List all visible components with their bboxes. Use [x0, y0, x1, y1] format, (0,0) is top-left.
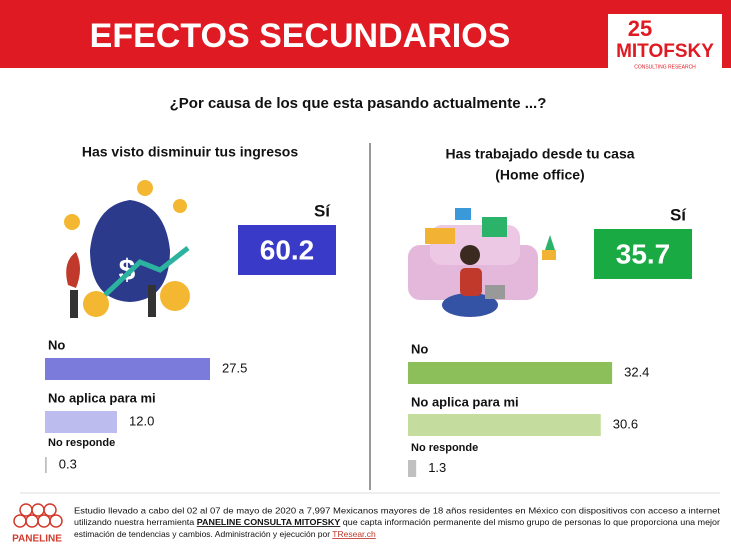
- value-label: 30.6: [613, 416, 638, 431]
- category-label: No responde: [411, 442, 478, 454]
- chart-title: Has trabajado desde tu casa: [445, 146, 634, 162]
- value-label: 0.3: [59, 456, 77, 471]
- question: ¿Por causa de los que esta pasando actua…: [170, 95, 547, 112]
- footer-link[interactable]: TResear.ch: [332, 529, 376, 539]
- category-label: No: [411, 341, 428, 356]
- footer-text: utilizando nuestra herramienta: [74, 517, 195, 527]
- category-label: No responde: [48, 437, 115, 449]
- category-label: No aplica para mi: [48, 390, 156, 405]
- chart-title: Has visto disminuir tus ingresos: [82, 144, 298, 160]
- home-office-illustration: [408, 208, 556, 317]
- highlight-value: 35.7: [616, 238, 671, 269]
- highlight-value: 60.2: [260, 234, 315, 265]
- bar: [408, 460, 417, 477]
- footer-text: que capta información permanente del mis…: [343, 517, 720, 527]
- highlight-label: Sí: [670, 205, 687, 224]
- chart-subtitle: (Home office): [495, 167, 584, 183]
- bar: [408, 362, 613, 384]
- logo-box: [608, 14, 722, 72]
- footer-line: Estudio llevado a cabo del 02 al 07 de m…: [74, 505, 721, 515]
- page-title: EFECTOS SECUNDARIOS: [90, 17, 511, 55]
- title-box: [68, 10, 518, 58]
- bar: [45, 457, 47, 473]
- value-label: 32.4: [624, 364, 649, 379]
- highlight-label: Sí: [314, 201, 331, 220]
- logo-name: MITOFSKY: [616, 41, 714, 62]
- category-label: No aplica para mi: [411, 394, 519, 409]
- bar: [45, 358, 210, 380]
- highlight-box: [238, 225, 336, 275]
- value-label: 1.3: [428, 460, 446, 475]
- value-label: 27.5: [222, 360, 247, 375]
- value-label: 12.0: [129, 413, 154, 428]
- footer-brand: PANELINE: [12, 534, 62, 545]
- footer-text: estimación de tendencias y cambios. Admi…: [74, 529, 330, 539]
- footer-bold: PANELINE CONSULTA MITOFSKY: [197, 517, 341, 527]
- highlight-box: [594, 229, 692, 279]
- bar: [45, 411, 117, 433]
- footer-line: utilizando nuestra herramienta PANELINE …: [74, 517, 720, 527]
- footer-line: estimación de tendencias y cambios. Admi…: [74, 529, 376, 539]
- logo-tagline: CONSULTING RESEARCH: [634, 64, 696, 70]
- bar: [408, 414, 601, 436]
- logo-number: 25: [628, 16, 652, 41]
- paneline-logo: [13, 503, 63, 528]
- money-illustration: $: [64, 180, 190, 318]
- category-label: No: [48, 337, 65, 352]
